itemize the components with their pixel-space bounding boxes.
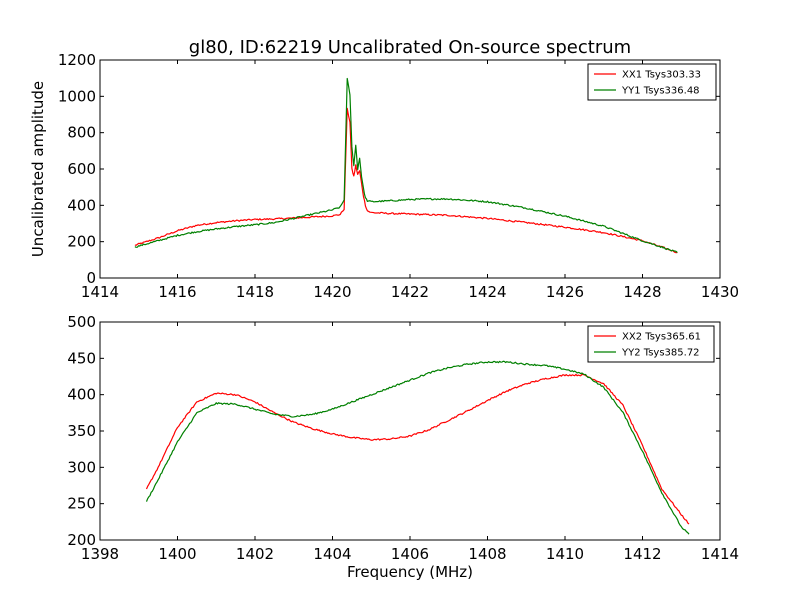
bottom-panel: 1398 1400 1402 1404 1406 1408 1410 1412 1414 200 2… [67, 313, 739, 581]
bottom-legend-box [587, 325, 715, 363]
bottom-x-tick-label: 1412 [623, 545, 661, 563]
bottom-legend: XX2 Tsys365.61 YY2 Tsys385.72 [587, 325, 715, 363]
top-x-tick-label: 1426 [546, 283, 584, 301]
top-series-line-xx [134, 107, 678, 254]
bottom-ticks: 1398 1400 1402 1404 1406 1408 1410 1412 1414 200 2… [67, 313, 739, 563]
top-series-line-yy [134, 77, 678, 254]
top-y-tick-label: 0 [86, 269, 96, 287]
bottom-x-axis-label: Frequency (MHz) [347, 563, 473, 581]
top-y-tick-label: 600 [67, 160, 96, 178]
bottom-x-tick-label: 1398 [81, 545, 119, 563]
bottom-series-layer [145, 360, 690, 535]
top-x-tick-label: 1422 [391, 283, 429, 301]
bottom-x-tick-label: 1400 [158, 545, 196, 563]
top-y-tick-label: 1000 [58, 87, 96, 105]
top-x-tick-label: 1424 [468, 283, 506, 301]
bottom-y-tick-label: 300 [67, 458, 96, 476]
bottom-x-tick-label: 1410 [546, 545, 584, 563]
top-legend: XX1 Tsys303.33 YY1 Tsys336.48 [587, 63, 717, 101]
top-y-axis-label: Uncalibrated amplitude [29, 81, 47, 257]
bottom-series-line-yy [145, 360, 690, 535]
top-y-tick-label: 1200 [58, 51, 96, 69]
top-x-tick-label: 1416 [158, 283, 196, 301]
top-y-tick-label: 400 [67, 196, 96, 214]
bottom-x-tick-label: 1404 [313, 545, 351, 563]
bottom-y-tick-label: 350 [67, 422, 96, 440]
top-x-tick-label: 1428 [623, 283, 661, 301]
top-panel: 1414 1416 1418 1420 1422 1424 1426 1428 1430 0 200… [29, 51, 739, 301]
top-legend-label-xx1: XX1 Tsys303.33 [622, 70, 701, 81]
top-x-tick-label: 1420 [313, 283, 351, 301]
top-x-tick-label: 1418 [236, 283, 274, 301]
bottom-x-tick-label: 1406 [391, 545, 429, 563]
top-y-tick-label: 200 [67, 233, 96, 251]
bottom-y-tick-label: 250 [67, 495, 96, 513]
bottom-x-tick-label: 1408 [468, 545, 506, 563]
top-y-tick-label: 800 [67, 124, 96, 142]
bottom-series-line-xx [145, 373, 690, 525]
bottom-x-tick-label: 1414 [701, 545, 739, 563]
bottom-y-tick-label: 200 [67, 531, 96, 549]
bottom-y-tick-label: 400 [67, 386, 96, 404]
top-legend-label-yy1: YY1 Tsys336.48 [621, 86, 700, 97]
bottom-y-tick-label: 500 [67, 313, 96, 331]
bottom-y-tick-label: 450 [67, 349, 96, 367]
chart-title: gl80, ID:62219 Uncalibrated On-source sp… [189, 37, 631, 58]
top-legend-box [587, 63, 717, 101]
top-ticks: 1414 1416 1418 1420 1422 1424 1426 1428 1430 0 200… [58, 51, 739, 301]
top-series-layer [134, 77, 678, 254]
top-x-tick-label: 1414 [81, 283, 119, 301]
bottom-legend-label-xx2: XX2 Tsys365.61 [622, 332, 701, 343]
bottom-x-tick-label: 1402 [236, 545, 274, 563]
bottom-legend-label-yy2: YY2 Tsys385.72 [621, 348, 700, 359]
top-x-tick-label: 1430 [701, 283, 739, 301]
